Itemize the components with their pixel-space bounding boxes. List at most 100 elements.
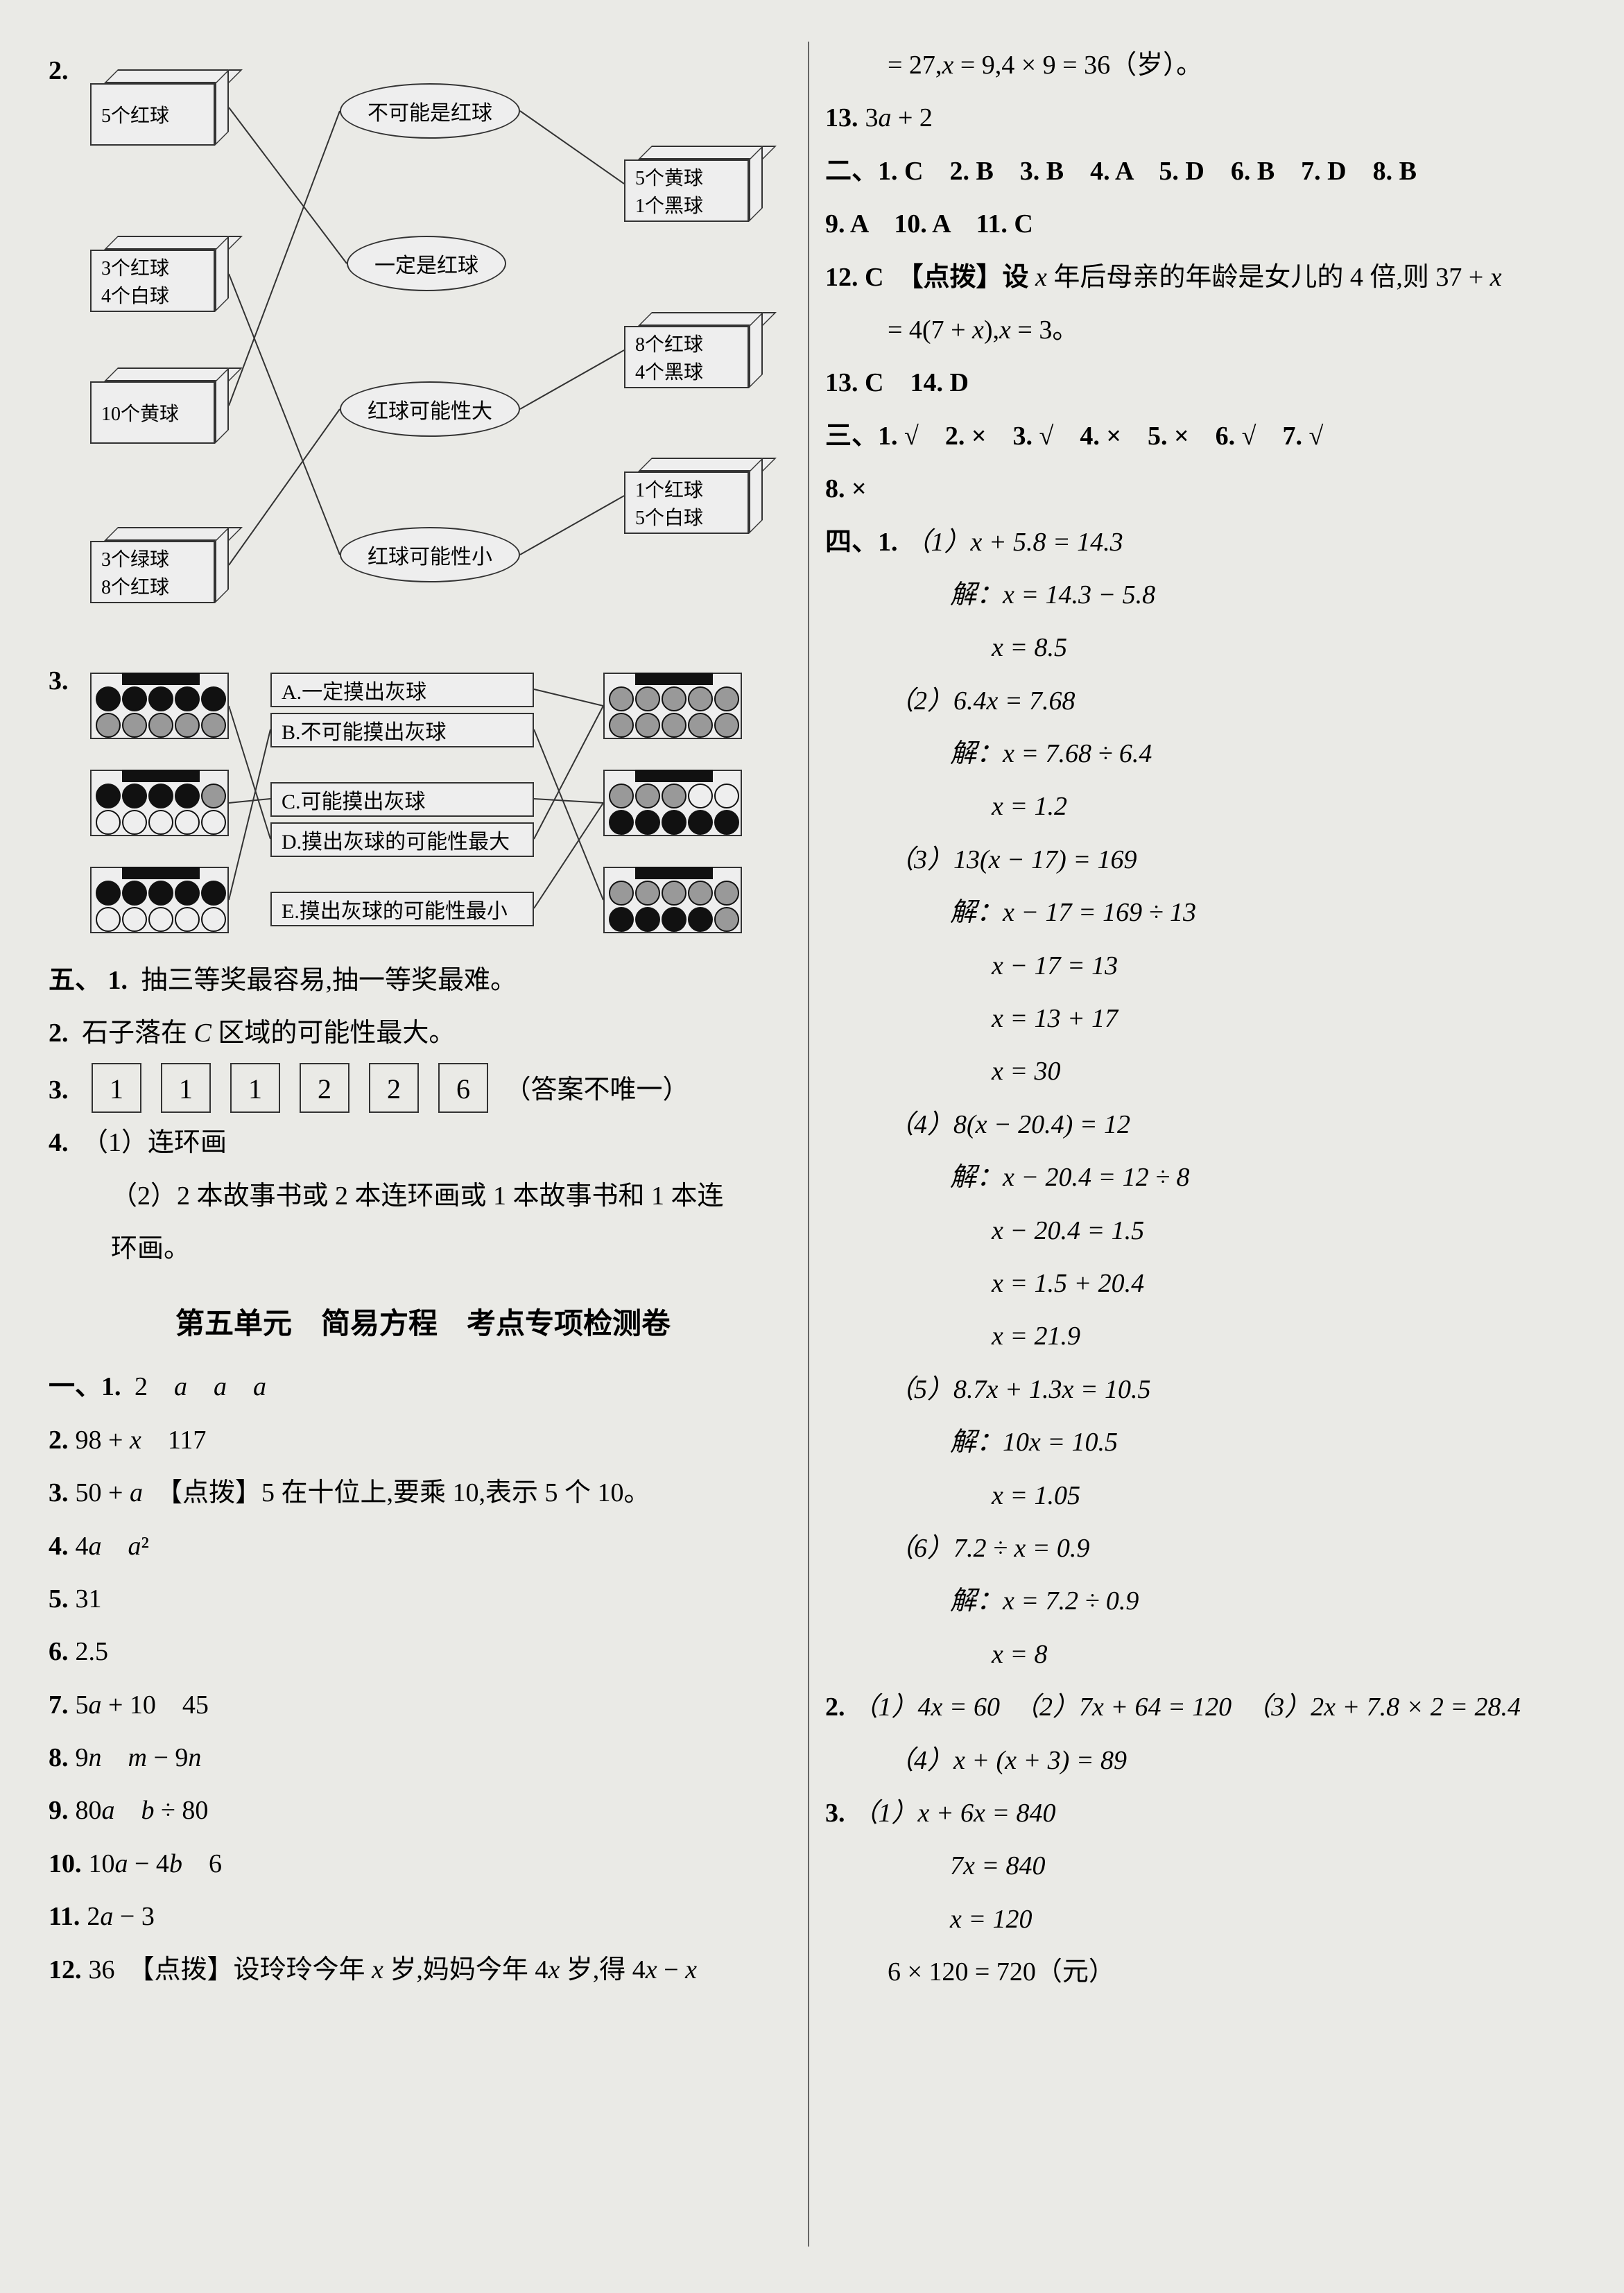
- equation-line: x = 8: [825, 1631, 1574, 1678]
- column-divider: [808, 42, 809, 2247]
- sec5-2: 2. 石子落在 C 区域的可能性最大。: [49, 1010, 797, 1057]
- ball-icon: [714, 713, 739, 738]
- s1-2: 2.98 + x 117: [49, 1417, 797, 1464]
- number-card: 2: [369, 1063, 419, 1113]
- equation-line: x = 13 + 17: [825, 995, 1574, 1042]
- equation-line: x − 17 = 13: [825, 942, 1574, 989]
- q2-box: 5个黄球1个黑球: [624, 146, 763, 222]
- q2-oval: 一定是红球: [347, 236, 506, 291]
- ball-icon: [714, 686, 739, 711]
- ball-icon: [175, 686, 200, 711]
- s4-q3b: 7x = 840: [825, 1842, 1574, 1889]
- ball-icon: [148, 810, 173, 835]
- s1-12: 12.36 【点拨】设玲玲今年 x 岁,妈妈今年 4x 岁,得 4x − x: [49, 1946, 797, 1993]
- s1-10: 10.10a − 4b 6: [49, 1840, 797, 1887]
- ball-icon: [201, 907, 226, 932]
- s2-line1: 二、1. C 2. B 3. B 4. A 5. D 6. B 7. D 8. …: [825, 148, 1574, 195]
- s4-hdr: 四、1.（1）x + 5.8 = 14.3: [825, 519, 1574, 566]
- ball-icon: [201, 810, 226, 835]
- equation-line: 解：x = 7.68 ÷ 6.4: [825, 730, 1574, 777]
- s1-13: 13.3a + 2: [825, 94, 1574, 141]
- equation-line: x = 8.5: [825, 624, 1574, 671]
- ball-icon: [635, 810, 660, 835]
- ball-icon: [609, 686, 634, 711]
- ball-icon: [662, 784, 686, 808]
- s2-line3: 13. C 14. D: [825, 359, 1574, 406]
- equation-line: （4）8(x − 20.4) = 12: [825, 1101, 1574, 1148]
- ball-icon: [96, 907, 121, 932]
- ball-icon: [609, 713, 634, 738]
- ball-icon: [635, 907, 660, 932]
- equation-line: x − 20.4 = 1.5: [825, 1207, 1574, 1254]
- equation-line: （6）7.2 ÷ x = 0.9: [825, 1525, 1574, 1572]
- equation-line: x = 1.5 + 20.4: [825, 1260, 1574, 1307]
- sec5-4-2a: （2）2 本故事书或 2 本连环画或 1 本故事书和 1 本连: [49, 1173, 797, 1220]
- ball-icon: [122, 907, 147, 932]
- q3-ballcase: [90, 770, 229, 836]
- sec5-4-2b: 环画。: [49, 1225, 797, 1272]
- q2-oval: 红球可能性大: [340, 381, 520, 437]
- sec5-4-1: 4. （1）连环画: [49, 1119, 797, 1166]
- q2-box: 5个红球: [90, 69, 229, 146]
- equation-line: （5）8.7x + 1.3x = 10.5: [825, 1366, 1574, 1413]
- q3-ballcase: [90, 673, 229, 739]
- q3-ballcase: [90, 867, 229, 933]
- s1-12-cont: = 27,x = 9,4 × 9 = 36（岁）。: [825, 42, 1574, 89]
- q2-diagram: 2. 5个红球3个红球4个白球10个黄球3个绿球8个红球5个黄球1个黑球8个红球…: [49, 42, 784, 652]
- ball-icon: [635, 784, 660, 808]
- equation-line: x = 1.05: [825, 1472, 1574, 1519]
- ball-icon: [714, 907, 739, 932]
- ball-icon: [122, 713, 147, 738]
- ball-icon: [122, 810, 147, 835]
- ball-icon: [688, 686, 713, 711]
- ball-icon: [122, 881, 147, 906]
- q3-option: D.摸出灰球的可能性最大: [270, 822, 534, 857]
- number-card: 6: [438, 1063, 488, 1113]
- ball-icon: [96, 784, 121, 808]
- ball-icon: [688, 713, 713, 738]
- sec5-hdr: 五、: [49, 966, 101, 995]
- s3-line1: 三、1. √ 2. × 3. √ 4. × 5. × 6. √ 7. √: [825, 413, 1574, 460]
- s1-6: 6.2.5: [49, 1628, 797, 1675]
- q2-box: 10个黄球: [90, 367, 229, 444]
- ball-icon: [96, 881, 121, 906]
- ball-icon: [122, 686, 147, 711]
- equation-line: x = 1.2: [825, 783, 1574, 830]
- ball-icon: [148, 713, 173, 738]
- equation-line: （3）13(x − 17) = 169: [825, 836, 1574, 883]
- right-column: = 27,x = 9,4 × 9 = 36（岁）。 13.3a + 2 二、1.…: [825, 42, 1574, 2001]
- ball-icon: [635, 713, 660, 738]
- s3-line2: 8. ×: [825, 465, 1574, 512]
- s2-12b: = 4(7 + x),x = 3。: [825, 306, 1574, 354]
- ball-icon: [609, 784, 634, 808]
- ball-icon: [609, 881, 634, 906]
- equation-line: x = 21.9: [825, 1313, 1574, 1360]
- ball-icon: [662, 713, 686, 738]
- ball-icon: [688, 810, 713, 835]
- page: 2. 5个红球3个红球4个白球10个黄球3个绿球8个红球5个黄球1个黑球8个红球…: [0, 0, 1624, 2043]
- s4-q2b: （4）x + (x + 3) = 89: [825, 1737, 1574, 1784]
- equation-line: x = 30: [825, 1048, 1574, 1095]
- q2-box: 3个红球4个白球: [90, 236, 229, 312]
- ball-icon: [714, 784, 739, 808]
- ball-icon: [96, 713, 121, 738]
- ball-icon: [175, 907, 200, 932]
- q2-box: 1个红球5个白球: [624, 458, 763, 534]
- number-card: 1: [161, 1063, 211, 1113]
- ball-icon: [609, 810, 634, 835]
- s1-3: 3.50 + a 【点拨】5 在十位上,要乘 10,表示 5 个 10。: [49, 1469, 797, 1516]
- q3-option: A.一定摸出灰球: [270, 673, 534, 707]
- ball-icon: [635, 881, 660, 906]
- sec5-q3-note: （答案不唯一）: [505, 1075, 689, 1105]
- ball-icon: [175, 784, 200, 808]
- s4-q3c: x = 120: [825, 1896, 1574, 1943]
- equation-line: 解：x − 20.4 = 12 ÷ 8: [825, 1154, 1574, 1201]
- left-column: 2. 5个红球3个红球4个白球10个黄球3个绿球8个红球5个黄球1个黑球8个红球…: [49, 42, 797, 2001]
- s4-q3d: 6 × 120 = 720（元）: [825, 1948, 1574, 1996]
- ball-icon: [175, 881, 200, 906]
- q2-box: 3个绿球8个红球: [90, 527, 229, 603]
- s2-12: 12. C 【点拨】设 x 年后母亲的年龄是女儿的 4 倍,则 37 + x: [825, 254, 1574, 301]
- number-card: 1: [92, 1063, 141, 1113]
- ball-icon: [662, 907, 686, 932]
- ball-icon: [96, 810, 121, 835]
